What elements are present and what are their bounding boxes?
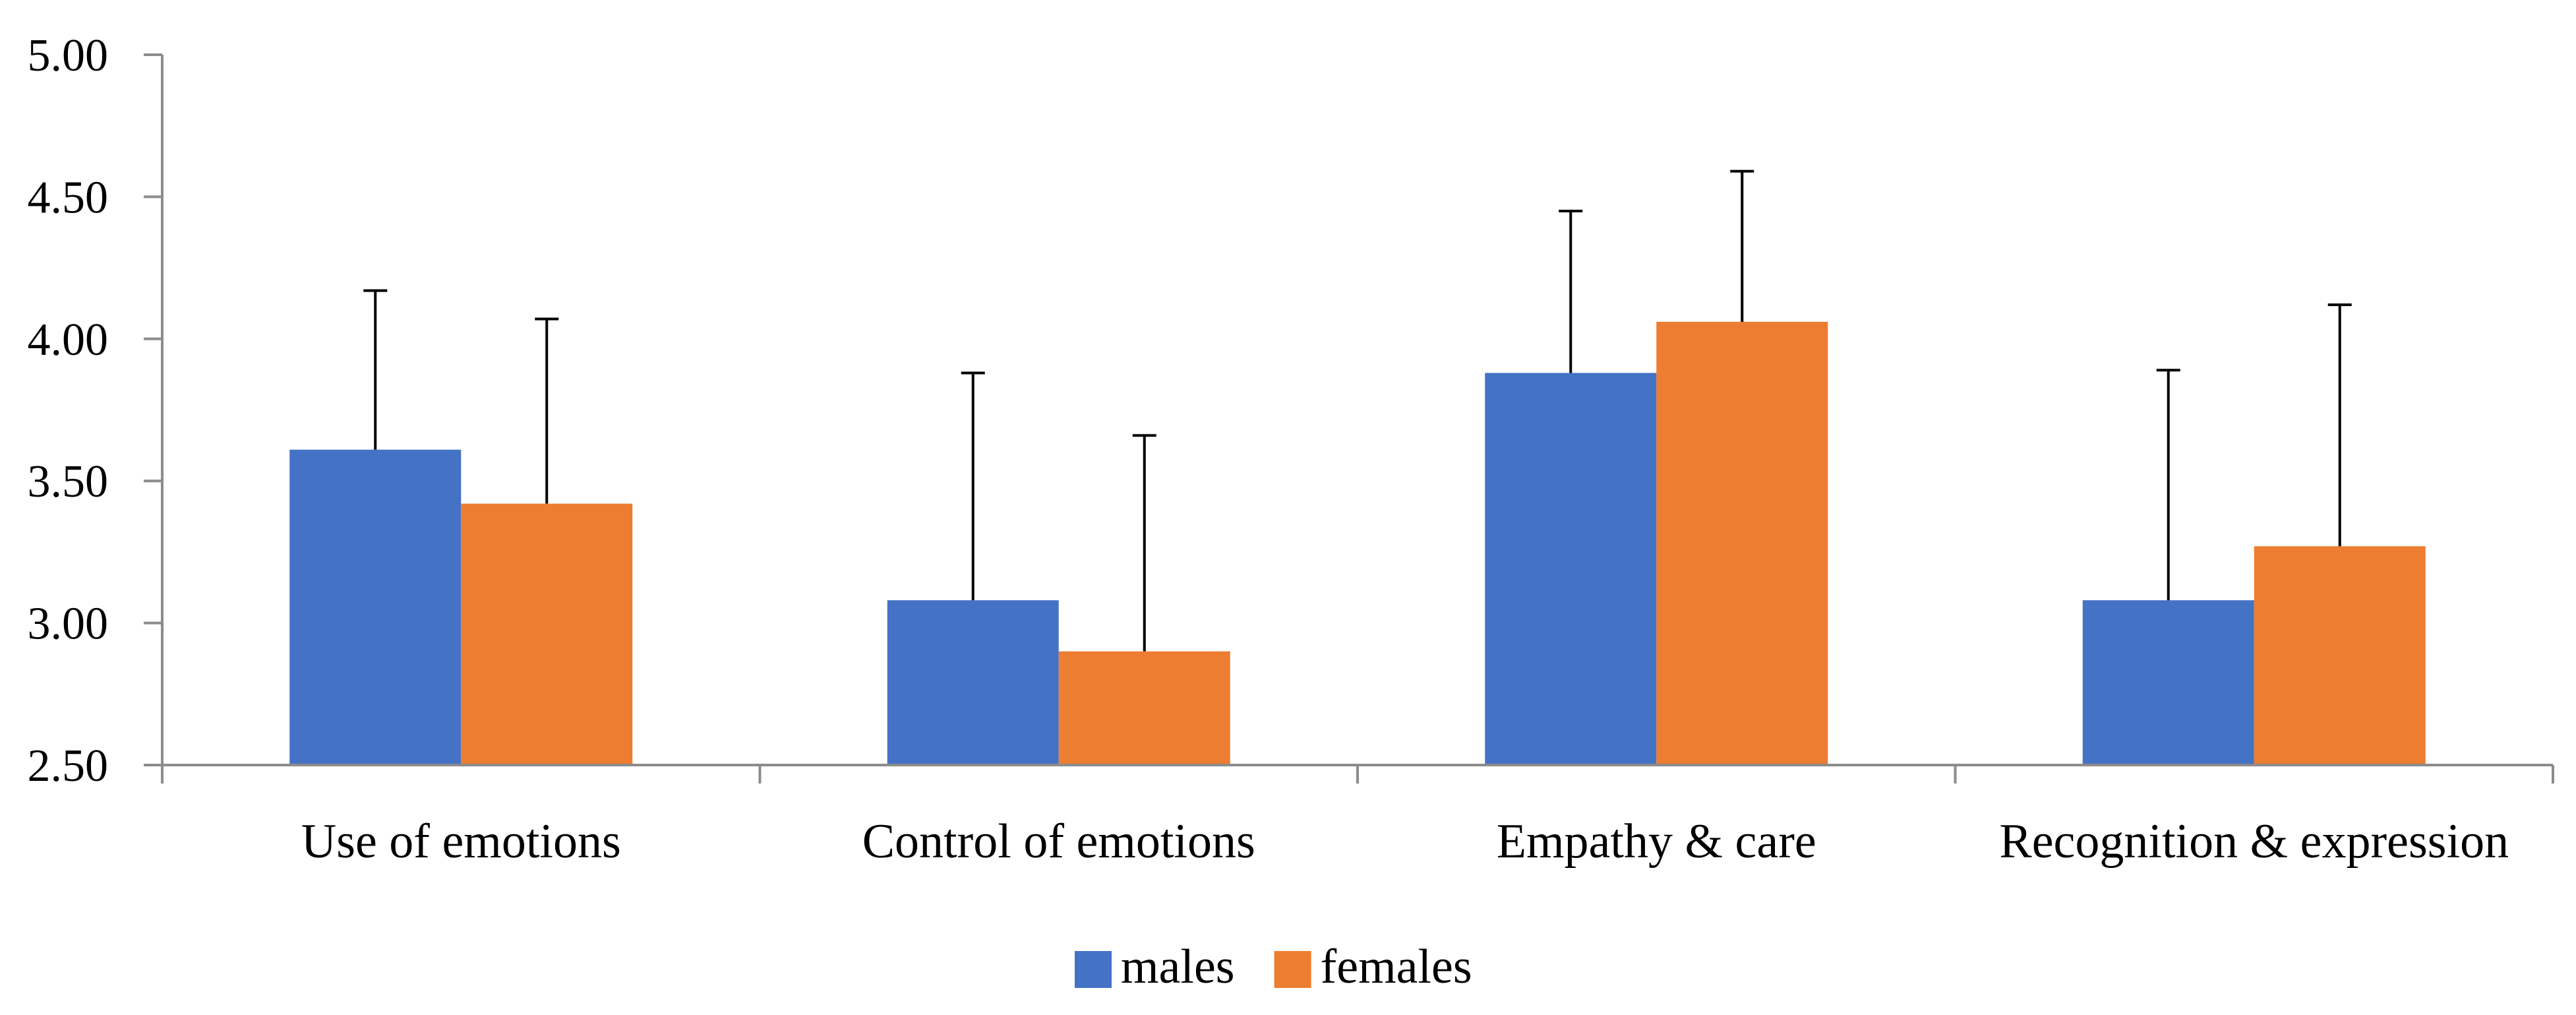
legend-label-females: females xyxy=(1321,940,1472,994)
x-axis-labels: Use of emotions Control of emotions Empath… xyxy=(301,815,2509,869)
bar-males-1 xyxy=(887,600,1059,765)
x-category-label: Recognition & expression xyxy=(1999,815,2509,869)
error-bars xyxy=(363,169,2352,652)
bar-females-1 xyxy=(1058,651,1230,765)
y-tick-label: 2.50 xyxy=(28,741,109,791)
bar-females-2 xyxy=(1656,321,1828,765)
bar-females-3 xyxy=(2254,546,2426,765)
y-tick-label: 5.00 xyxy=(28,30,109,81)
y-axis-ticks: 2.50 3.00 3.50 4.00 4.50 5.00 xyxy=(28,30,162,791)
x-category-label: Control of emotions xyxy=(862,815,1255,869)
x-category-label: Use of emotions xyxy=(301,815,621,869)
bar-females-0 xyxy=(461,503,633,765)
x-axis xyxy=(161,764,2554,784)
legend-swatch-females xyxy=(1274,951,1311,988)
y-tick-label: 4.50 xyxy=(28,172,109,223)
bar-males-3 xyxy=(2082,600,2254,765)
bars xyxy=(289,321,2426,765)
y-tick-label: 3.00 xyxy=(28,599,109,650)
bar-males-2 xyxy=(1485,373,1657,765)
legend-label-males: males xyxy=(1121,940,1235,994)
x-category-label: Empathy & care xyxy=(1497,815,1816,869)
y-tick-label: 4.00 xyxy=(28,315,109,365)
legend-swatch-males xyxy=(1075,951,1112,988)
legend: males females xyxy=(1075,940,1472,994)
bar-males-0 xyxy=(289,449,462,765)
y-tick-label: 3.50 xyxy=(28,456,109,507)
